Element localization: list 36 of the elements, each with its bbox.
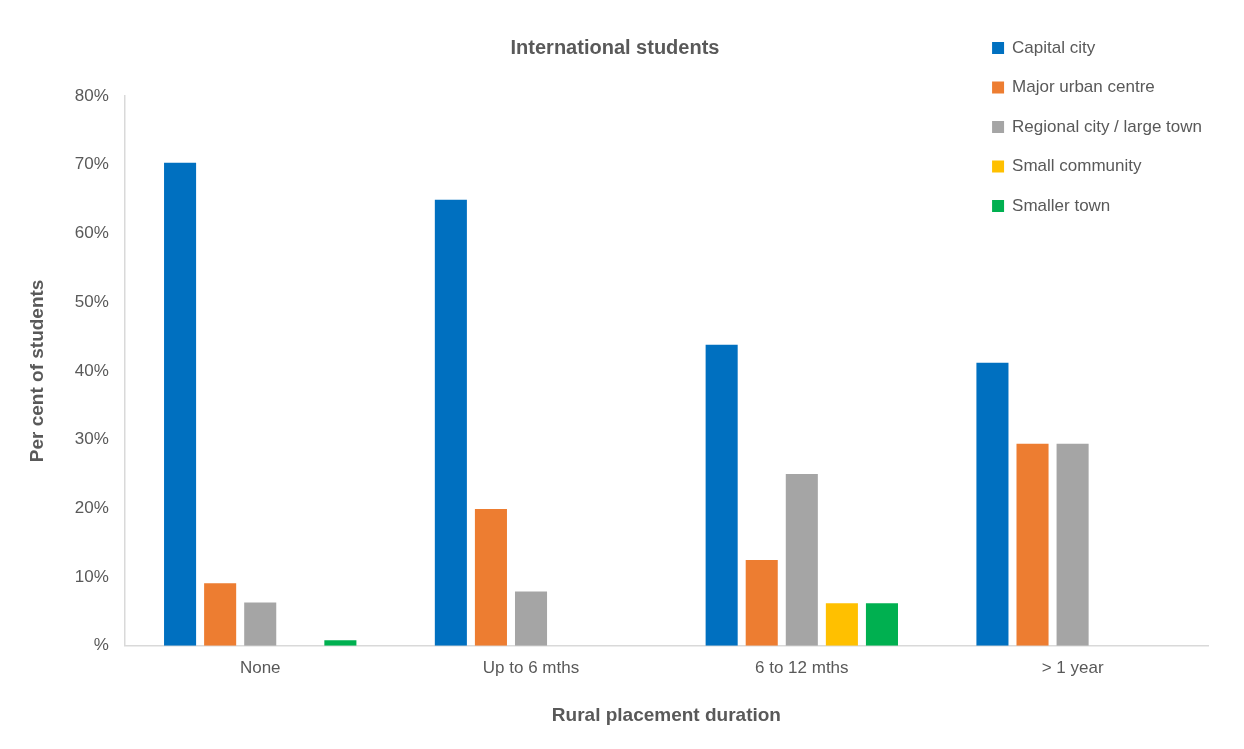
- y-tick-label: 20%: [74, 498, 109, 518]
- bar: [324, 640, 357, 646]
- y-tick-label: 50%: [74, 291, 109, 311]
- y-tick-label: 70%: [74, 154, 109, 174]
- bar: [976, 362, 1009, 646]
- bar: [474, 509, 507, 646]
- y-tick-label: %: [93, 635, 109, 655]
- x-tick-label: 6 to 12 mths: [755, 657, 849, 677]
- legend-label: Regional city / large town: [1012, 116, 1203, 136]
- x-tick-label: Up to 6 mths: [482, 657, 580, 677]
- bar: [204, 583, 237, 646]
- x-tick-label: None: [239, 657, 281, 677]
- x-axis-title: Rural placement duration: [551, 703, 781, 725]
- legend-label: Smaller town: [1012, 195, 1111, 215]
- bar: [434, 199, 467, 646]
- bar: [865, 603, 898, 646]
- bar: [825, 603, 858, 646]
- bar: [745, 559, 778, 646]
- bar: [1056, 443, 1089, 646]
- bar: [244, 602, 277, 646]
- x-tick-label: > 1 year: [1041, 657, 1104, 677]
- bar: [514, 591, 548, 646]
- y-tick-label: 10%: [74, 566, 109, 586]
- y-tick-label: 80%: [74, 85, 109, 105]
- legend-label: Capital city: [1012, 37, 1096, 57]
- y-axis-title: Per cent of students: [25, 279, 47, 463]
- bar: [1016, 443, 1049, 646]
- legend-label: Small community: [1012, 156, 1142, 176]
- chart-title: International students: [510, 35, 720, 58]
- y-tick-label: 30%: [74, 429, 109, 449]
- y-tick-label: 40%: [74, 360, 109, 380]
- bar: [705, 344, 738, 646]
- bar: [785, 473, 818, 646]
- legend-label: Major urban centre: [1012, 77, 1155, 97]
- y-tick-label: 60%: [74, 223, 109, 243]
- bar: [164, 162, 197, 646]
